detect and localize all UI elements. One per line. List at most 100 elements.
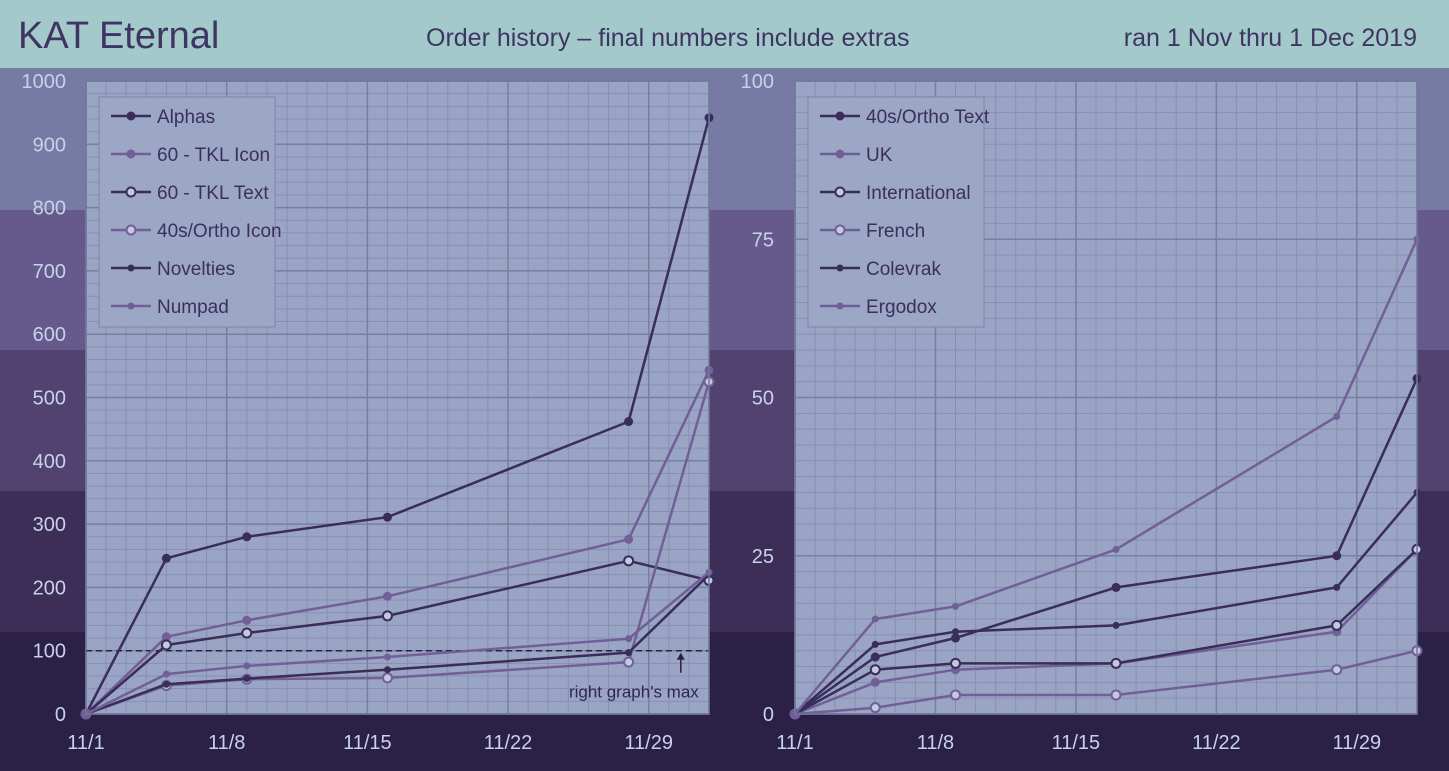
y-tick-label: 600: [33, 324, 66, 346]
y-tick-label: 200: [33, 577, 66, 599]
data-point: [836, 302, 844, 310]
y-tick-label: 0: [763, 704, 774, 726]
legend-item: Ergodox: [820, 297, 937, 318]
y-tick-label: 100: [741, 71, 774, 93]
data-point: [836, 264, 844, 272]
data-point: [1112, 545, 1120, 553]
data-point: [383, 653, 391, 661]
data-point: [382, 512, 392, 522]
data-point: [950, 689, 962, 701]
data-point: [243, 662, 251, 670]
left-chart: 0 100 200 300 400 500 600 700 800 900 1000 11/1 11/8…: [22, 71, 715, 754]
data-point: [126, 111, 136, 121]
x-tick-label: 11/29: [1333, 732, 1382, 754]
y-tick-label: 700: [33, 261, 66, 283]
series-ergodox: [791, 235, 1421, 718]
legend-item: Novelties: [111, 259, 235, 280]
legend-label: International: [866, 183, 971, 204]
data-point: [951, 633, 961, 643]
data-point: [127, 264, 135, 272]
data-point: [162, 680, 170, 688]
data-point: [161, 553, 171, 563]
date-range: ran 1 Nov thru 1 Dec 2019: [1123, 24, 1417, 52]
annotation: right graph's max: [569, 652, 699, 702]
series-line: [85, 573, 710, 716]
legend-label: 60 - TKL Text: [157, 183, 269, 204]
x-tick-label: 11/15: [1052, 732, 1101, 754]
data-point: [1110, 657, 1122, 669]
y-tick-label: 100: [33, 641, 66, 663]
data-point: [1333, 412, 1341, 420]
data-point: [625, 635, 633, 643]
data-point: [834, 224, 846, 236]
legend: 40s/Ortho Text UK International French Colev…: [807, 96, 990, 328]
legend-label: Novelties: [157, 259, 235, 280]
legend-item: International: [820, 183, 971, 204]
legend-box: [807, 96, 985, 328]
data-point: [125, 186, 137, 198]
legend-item: 60 - TKL Text: [111, 183, 269, 204]
legend-item: 40s/Ortho Icon: [111, 221, 282, 242]
data-point: [871, 640, 879, 648]
data-point: [952, 602, 960, 610]
data-point: [381, 610, 393, 622]
y-tick-label: 25: [752, 546, 774, 568]
x-tick-label: 11/1: [776, 732, 813, 754]
data-point: [871, 615, 879, 623]
data-point: [835, 111, 845, 121]
legend-label: Numpad: [157, 297, 229, 318]
chart-title: KAT Eternal: [18, 15, 220, 57]
data-point: [1112, 621, 1120, 629]
legend-label: 40s/Ortho Text: [866, 107, 990, 128]
data-point: [624, 534, 634, 544]
data-point: [1111, 582, 1121, 592]
series-line: [794, 491, 1418, 715]
legend-label: UK: [866, 145, 893, 166]
legend-label: Alphas: [157, 107, 215, 128]
series-line: [794, 238, 1419, 715]
data-point: [162, 670, 170, 678]
data-point: [952, 628, 960, 636]
x-tick-label: 11/8: [208, 732, 245, 754]
data-point: [1331, 664, 1343, 676]
legend-item: 60 - TKL Icon: [111, 145, 270, 166]
legend-item: Alphas: [111, 107, 215, 128]
y-tick-label: 300: [33, 514, 66, 536]
legend-item: Colevrak: [820, 259, 941, 280]
data-point: [623, 656, 635, 668]
x-tick-label: 11/15: [343, 732, 392, 754]
data-point: [834, 186, 846, 198]
legend-label: 60 - TKL Icon: [157, 145, 270, 166]
y-tick-label: 500: [33, 388, 66, 410]
data-point: [160, 639, 172, 651]
data-point: [1331, 619, 1343, 631]
x-tick-label: 11/22: [1192, 732, 1241, 754]
y-tick-label: 50: [752, 388, 774, 410]
plot-frame: [85, 80, 710, 715]
legend-item: UK: [820, 145, 893, 166]
y-tick-label: 800: [33, 198, 66, 220]
series-line: [85, 559, 710, 715]
series-line: [794, 548, 1418, 716]
data-point: [126, 149, 136, 159]
legend-label: Colevrak: [866, 259, 941, 280]
right-chart: 0 25 50 75 100 11/1 11/8 11/15 11/22 11/29 40s/Ort…: [741, 71, 1423, 754]
legend-label: Ergodox: [866, 297, 937, 318]
legend: Alphas 60 - TKL Icon 60 - TKL Text 40s/Orth…: [98, 96, 282, 328]
data-point: [242, 532, 252, 542]
data-point: [950, 657, 962, 669]
data-point: [125, 224, 137, 236]
y-tick-label: 0: [55, 704, 66, 726]
x-tick-label: 11/29: [624, 732, 673, 754]
series-numpad: [82, 568, 713, 718]
legend-label: 40s/Ortho Icon: [157, 221, 282, 242]
plot-frame: [794, 80, 1418, 715]
x-tick-label: 11/1: [67, 732, 104, 754]
data-point: [243, 675, 251, 683]
data-point: [625, 649, 633, 657]
series-line: [794, 377, 1419, 716]
series-line: [84, 117, 711, 715]
data-point: [870, 652, 880, 662]
data-point: [382, 591, 392, 601]
